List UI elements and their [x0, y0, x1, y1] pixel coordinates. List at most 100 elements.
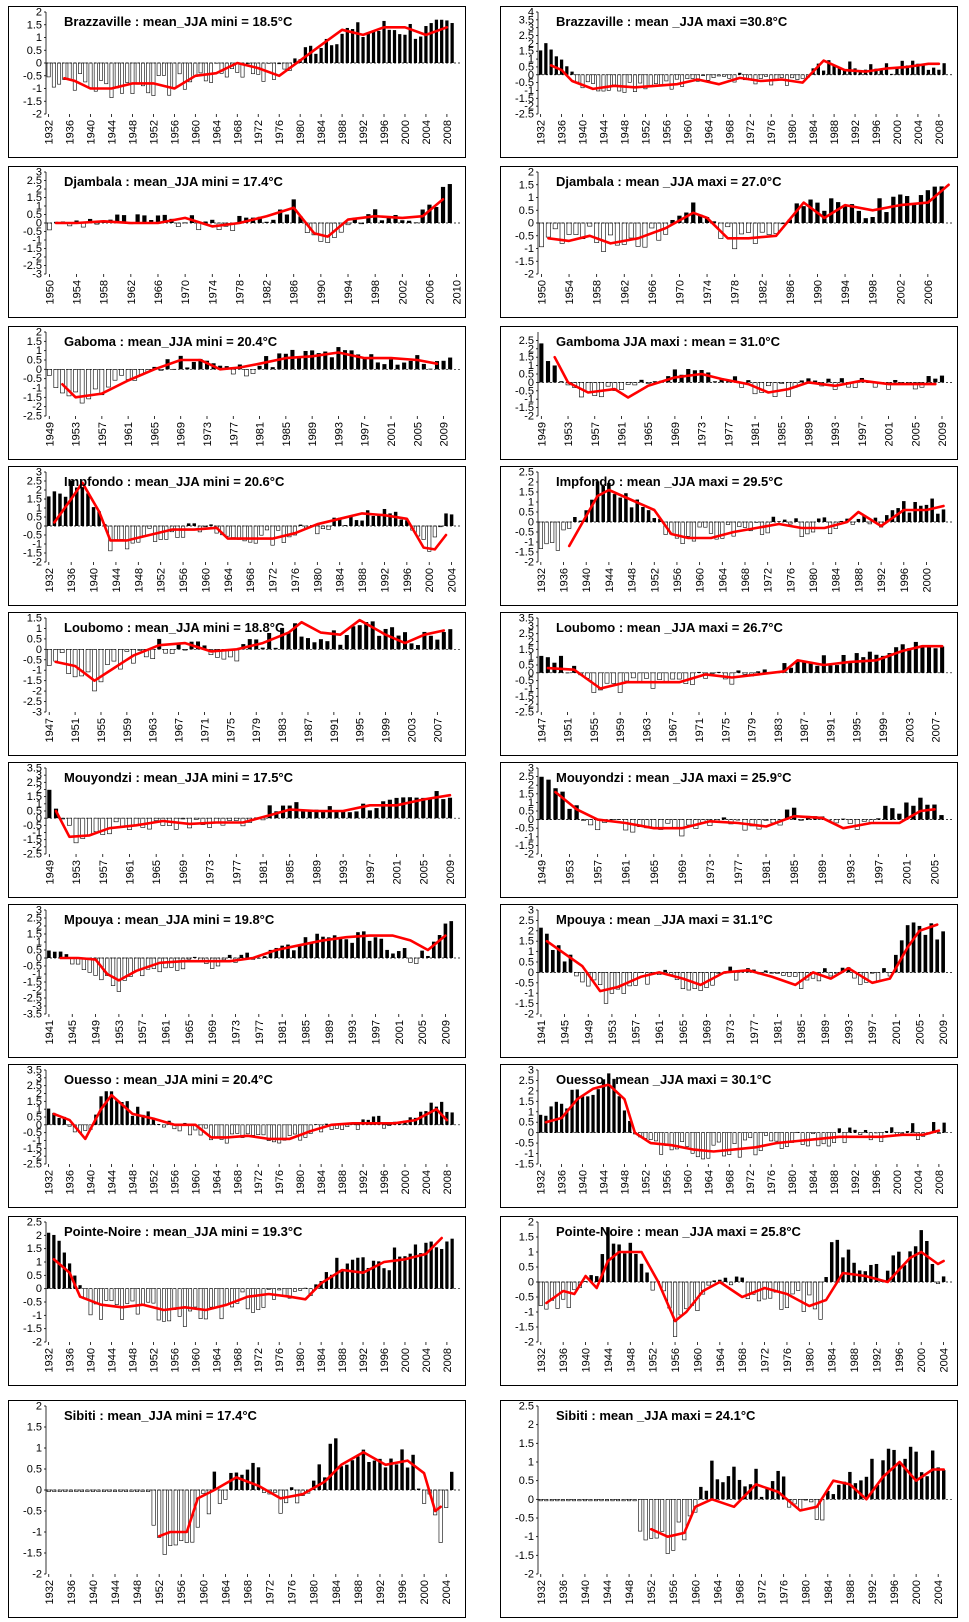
y-tick-label: -1.5: [515, 691, 534, 703]
y-tick-label: 2: [528, 477, 534, 489]
bar: [759, 222, 765, 233]
x-tick-label: 1984: [335, 568, 347, 592]
x-tick-label: 1997: [873, 860, 885, 884]
x-tick-label: 1980: [804, 1348, 816, 1372]
x-tick-label: 1966: [647, 280, 659, 304]
bar: [573, 222, 579, 235]
bar: [550, 949, 555, 973]
x-tick-label: 1969: [670, 422, 682, 446]
y-tick-label: 1: [528, 192, 534, 204]
x-tick-label: 1957: [97, 422, 109, 446]
bar: [119, 525, 124, 540]
bar: [157, 1123, 161, 1125]
bar: [539, 222, 544, 248]
bar: [381, 801, 386, 819]
bar: [393, 214, 398, 223]
y-tick-label: 3.5: [27, 1065, 42, 1077]
smoothed-line: [554, 790, 936, 830]
bar: [141, 525, 146, 537]
x-tick-label: 1968: [232, 1348, 244, 1372]
bar: [214, 62, 218, 64]
bar: [59, 649, 65, 653]
bar: [875, 1485, 880, 1500]
x-tick-label: 1948: [133, 568, 145, 592]
y-tick-label: -2: [32, 401, 42, 413]
x-tick-label: 1971: [199, 718, 211, 742]
bar: [598, 672, 603, 691]
bar: [177, 1288, 182, 1317]
bar: [781, 1476, 786, 1500]
y-tick-label: -1: [32, 539, 42, 551]
x-tick-label: 1961: [616, 422, 628, 446]
bar: [879, 68, 883, 75]
x-tick-label: 2004: [421, 120, 433, 144]
bar: [69, 480, 73, 526]
x-tick-label: 1944: [110, 1580, 122, 1604]
x-tick-label: 1997: [365, 860, 377, 884]
bar: [858, 1132, 863, 1135]
bar: [679, 374, 684, 383]
bar: [715, 1479, 720, 1500]
bar: [674, 521, 680, 539]
y-tick-label: 1.5: [27, 929, 42, 941]
bar: [383, 1467, 388, 1490]
x-tick-label: 1992: [379, 568, 391, 592]
y-tick-label: -1.5: [515, 93, 534, 105]
bar: [416, 1488, 421, 1490]
bar: [287, 805, 292, 819]
bar: [930, 1450, 935, 1500]
bar: [607, 1073, 611, 1133]
x-tick-label: 1949: [44, 422, 56, 446]
bar: [175, 525, 180, 538]
x-tick-label: 1985: [777, 422, 789, 446]
chart-title: Gamboma JJA maxi : mean = 31.0°C: [556, 334, 781, 349]
bar: [218, 365, 223, 370]
y-tick-label: -0.5: [515, 385, 534, 397]
bar: [670, 672, 676, 680]
x-tick-label: 1940: [578, 1170, 590, 1194]
bar: [51, 62, 56, 88]
y-tick-label: -1: [524, 1531, 534, 1543]
y-tick-label: 3: [36, 1072, 42, 1084]
bar: [837, 68, 841, 75]
bar: [587, 222, 593, 227]
bar: [312, 642, 317, 650]
bar: [758, 74, 763, 79]
x-tick-label: 1986: [289, 280, 301, 304]
bar: [52, 1112, 56, 1125]
bar: [842, 69, 847, 75]
bar: [450, 1112, 454, 1125]
x-tick-label: 1980: [808, 568, 820, 592]
x-tick-label: 1957: [593, 860, 605, 884]
bar: [932, 804, 937, 820]
x-tick-label: 1949: [537, 860, 549, 884]
bar: [777, 521, 781, 523]
y-tick-label: -2.5: [23, 696, 42, 708]
bar: [873, 517, 878, 522]
bar: [919, 1472, 924, 1500]
y-tick-label: -1.5: [515, 1550, 534, 1562]
bar: [193, 817, 199, 820]
bar: [424, 1242, 428, 1289]
bar: [706, 372, 711, 383]
x-tick-label: 1988: [337, 1348, 349, 1372]
bar: [427, 798, 433, 819]
x-tick-label: 1952: [646, 1580, 658, 1604]
bar: [219, 1124, 224, 1140]
x-tick-label: 1965: [678, 1020, 690, 1044]
y-tick-label: 3: [36, 167, 42, 179]
bar: [227, 817, 232, 821]
x-tick-label: 1957: [98, 860, 110, 884]
chart-title: Sibiti : mean_JJA mini = 17.4°C: [64, 1408, 258, 1423]
x-tick-label: 1963: [641, 718, 653, 742]
x-tick-label: 1976: [287, 1580, 299, 1604]
bar: [427, 204, 432, 223]
bar: [186, 523, 191, 526]
x-tick-label: 1988: [829, 120, 841, 144]
x-tick-label: 1970: [674, 280, 686, 304]
bar: [388, 359, 394, 370]
bar: [801, 206, 806, 223]
x-tick-label: 1973: [202, 422, 214, 446]
x-tick-label: 1985: [796, 1020, 808, 1044]
bar: [57, 1117, 61, 1125]
